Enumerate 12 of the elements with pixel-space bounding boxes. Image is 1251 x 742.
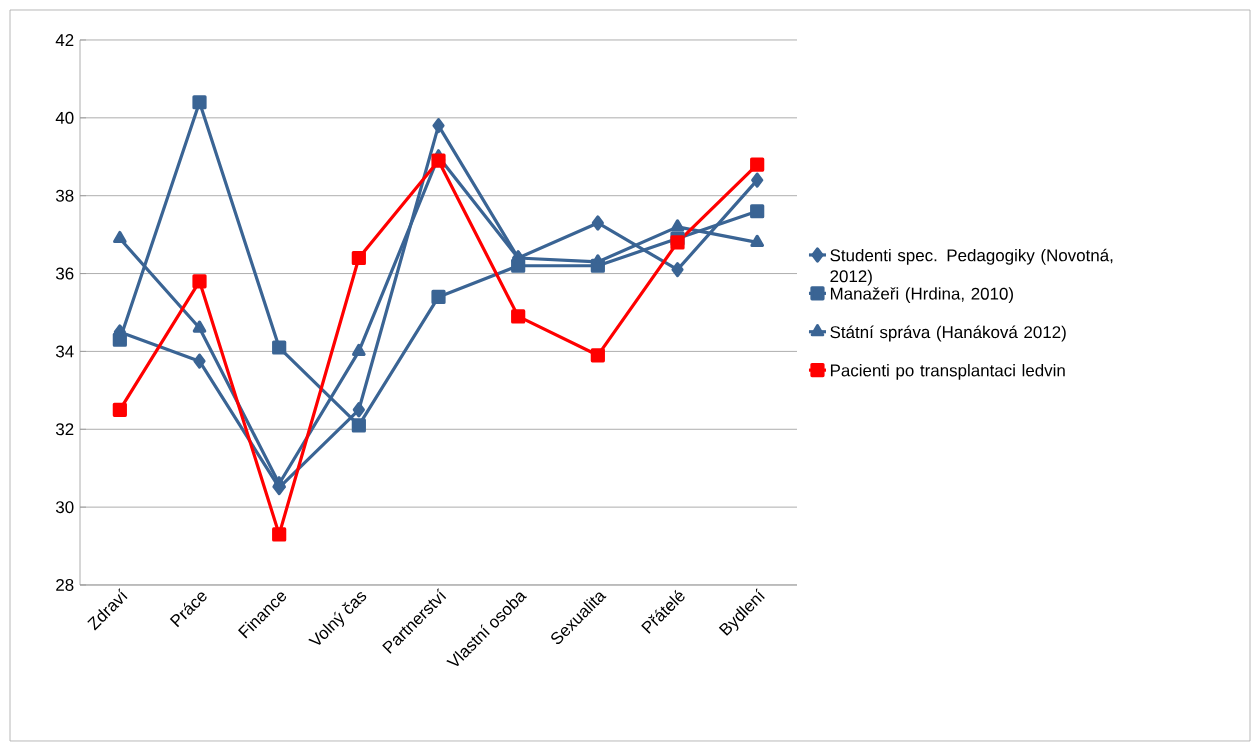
y-tick-label: 32: [55, 423, 74, 436]
legend-label: Státní správa (Hanáková 2012): [830, 325, 1066, 342]
y-tick-label: 40: [55, 111, 74, 124]
legend-label: Manažeři (Hrdina, 2010): [830, 287, 1013, 304]
legend-label: Studenti spec. Pedagogiky (Novotná, 2012): [830, 248, 1113, 286]
y-tick-label: 42: [55, 34, 74, 46]
y-tick-label: 38: [55, 189, 74, 202]
y-tick-label: 34: [55, 345, 74, 358]
y-tick-label: 36: [55, 267, 74, 280]
legend-label: Pacienti po transplantaci ledvin: [830, 363, 1065, 380]
y-tick-label: 28: [56, 578, 74, 591]
y-tick-label: 30: [55, 501, 74, 514]
